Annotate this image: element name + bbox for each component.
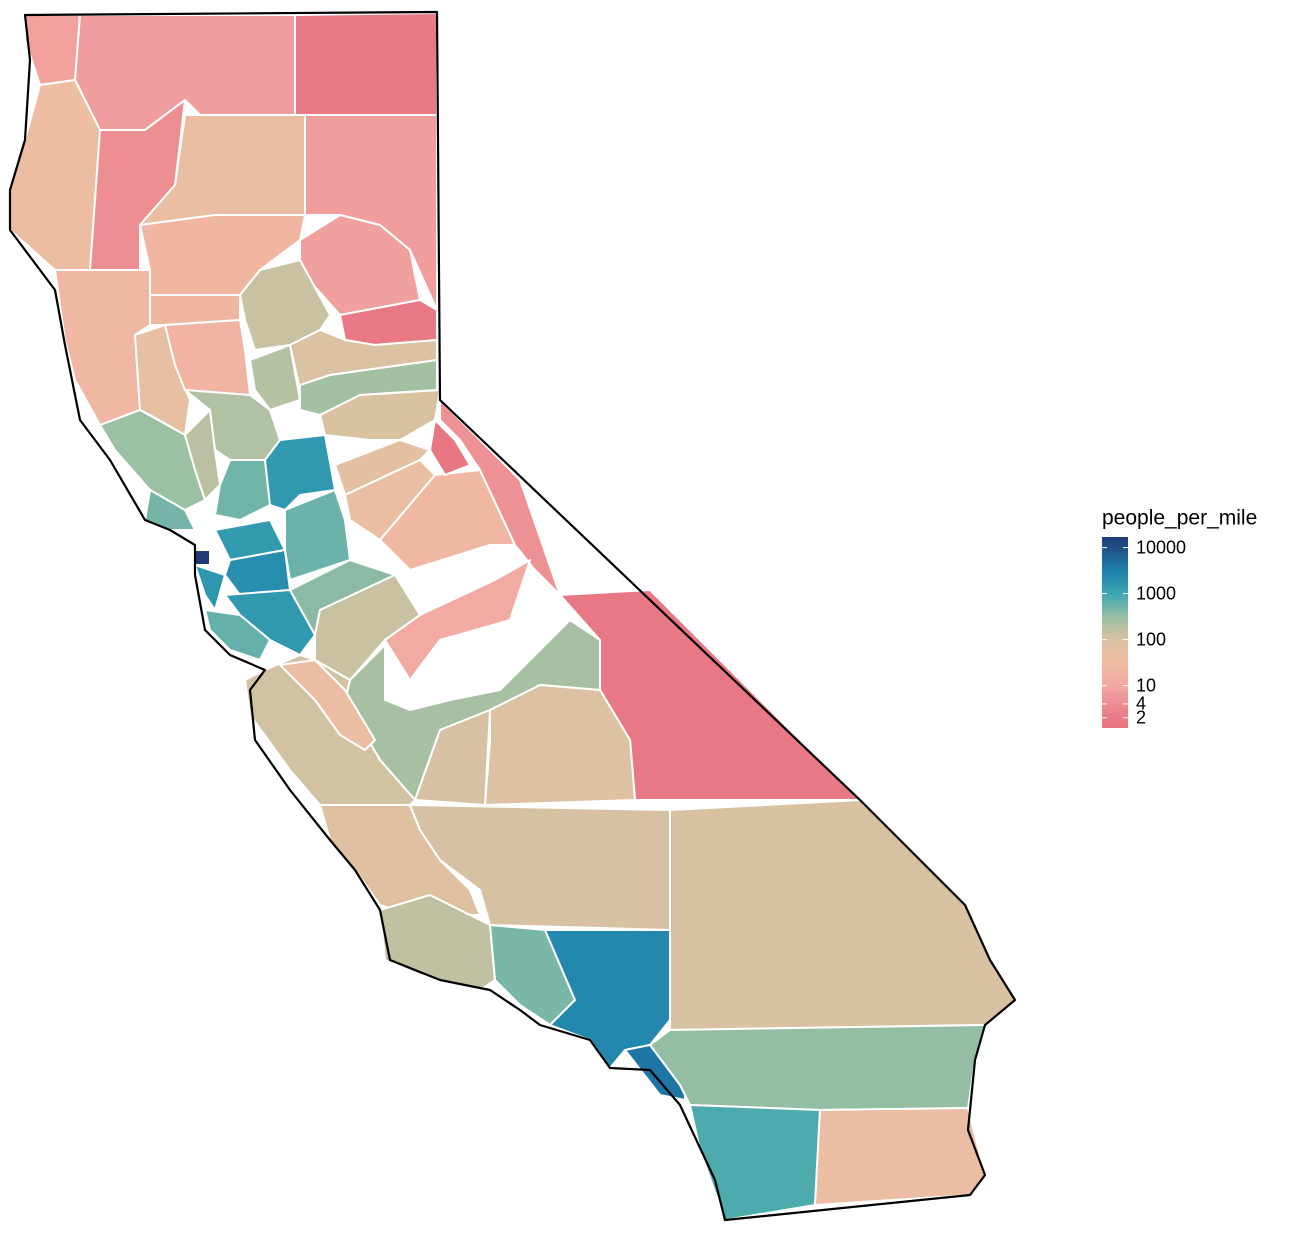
colorbar <box>1102 537 1128 728</box>
county <box>414 709 491 806</box>
county <box>319 389 441 441</box>
county <box>9 79 101 271</box>
county <box>334 439 431 496</box>
tick-label: 10 <box>1136 675 1156 695</box>
county <box>194 564 226 611</box>
county <box>649 1024 986 1111</box>
county <box>669 799 1016 1031</box>
county <box>814 1107 986 1206</box>
county <box>439 399 561 596</box>
county <box>384 559 531 681</box>
tick-label: 4 <box>1136 694 1146 714</box>
tick-label: 1000 <box>1136 583 1176 603</box>
county <box>689 1104 821 1221</box>
county <box>214 459 271 521</box>
tick-label: 100 <box>1136 629 1166 649</box>
county <box>279 659 376 751</box>
county <box>249 344 301 411</box>
county <box>294 12 438 116</box>
county <box>284 489 351 581</box>
county <box>379 894 496 991</box>
counties <box>9 12 1016 1221</box>
county <box>24 14 81 86</box>
county <box>194 549 211 566</box>
tick-label: 10000 <box>1136 537 1186 557</box>
county <box>429 419 471 476</box>
tick-label: 2 <box>1136 708 1146 728</box>
county <box>74 14 296 131</box>
county <box>264 434 336 511</box>
county <box>204 609 271 661</box>
county <box>484 684 636 806</box>
state-outline <box>8 10 1017 1222</box>
county <box>144 489 196 531</box>
legend-title: people_per_mile <box>1102 507 1257 530</box>
